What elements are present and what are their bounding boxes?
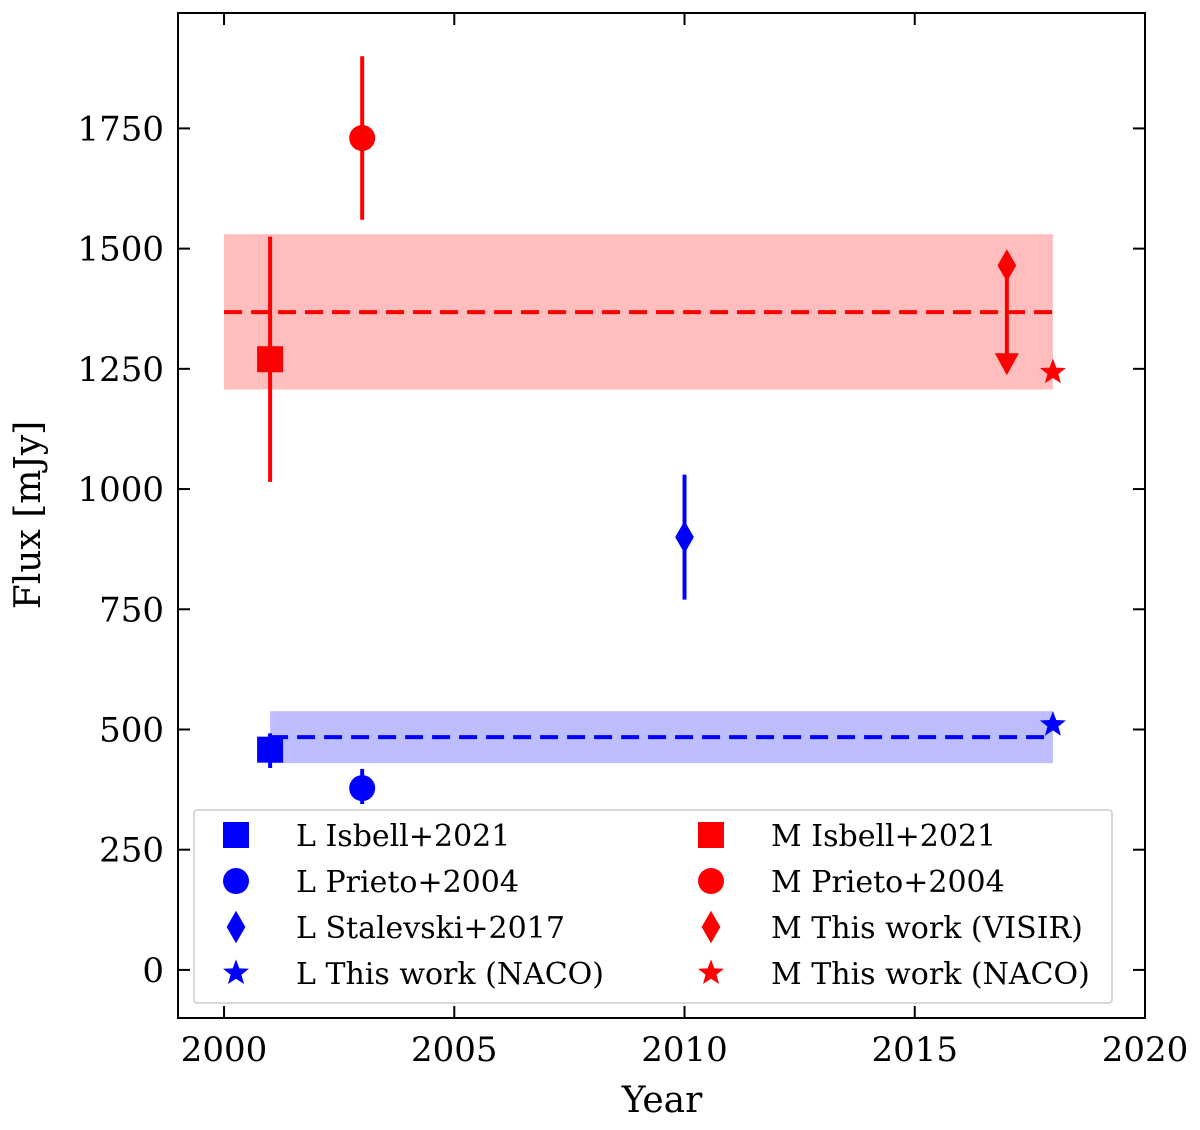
- upper-limit-arrow-m-this-work-visir: [994, 353, 1019, 376]
- legend-label-m-prieto-2004: M Prieto+2004: [771, 865, 1005, 900]
- data-points-layer: [257, 56, 1066, 805]
- legend-label-m-this-work-naco: M This work (NACO): [771, 957, 1090, 992]
- legend-marker-l-this-work-naco: [223, 959, 249, 985]
- point-l-prieto-2004: [349, 775, 376, 802]
- y-tick-label: 250: [99, 831, 164, 871]
- legend-label-l-stalevski-2017: L Stalevski+2017: [296, 911, 565, 946]
- y-tick-label: 750: [99, 590, 164, 630]
- y-tick-label: 1750: [77, 109, 164, 149]
- point-m-this-work-visir: [997, 249, 1017, 282]
- x-tick-label: 2000: [181, 1030, 268, 1070]
- point-m-prieto-2004: [349, 125, 376, 152]
- legend-label-m-this-work-visir: M This work (VISIR): [771, 911, 1083, 946]
- legend-label-l-prieto-2004: L Prieto+2004: [296, 865, 519, 900]
- legend-marker-m-prieto-2004: [698, 868, 724, 894]
- y-tick-label: 0: [142, 951, 164, 991]
- legend-marker-l-prieto-2004: [223, 868, 249, 894]
- y-tick-label: 500: [99, 710, 164, 750]
- legend-marker-l-isbell-2021: [223, 822, 249, 848]
- x-tick-label: 2020: [1102, 1030, 1189, 1070]
- point-l-isbell-2021: [257, 736, 284, 763]
- legend: L Isbell+2021 M Isbell+2021 L Prieto+2004 M…: [193, 809, 1113, 1004]
- legend-label-m-isbell-2021: M Isbell+2021: [771, 819, 996, 854]
- legend-label-l-this-work-naco: L This work (NACO): [296, 957, 604, 992]
- y-tick-label: 1250: [77, 350, 164, 390]
- legend-label-l-isbell-2021: L Isbell+2021: [296, 819, 510, 854]
- x-tick-label: 2010: [641, 1030, 728, 1070]
- x-tick-label: 2005: [411, 1030, 498, 1070]
- y-tick-label: 1000: [77, 470, 164, 510]
- y-axis-label: Flux [mJy]: [8, 421, 49, 609]
- axes-layer: 2000 2005 2010 2015 2020 0 250 500 750 1000 1250 15…: [77, 12, 1189, 1070]
- point-m-isbell-2021: [257, 346, 284, 373]
- point-l-stalevski-2017: [675, 520, 694, 554]
- y-tick-label: 1500: [77, 230, 164, 270]
- point-m-this-work-naco: [1039, 358, 1066, 384]
- x-tick-label: 2015: [871, 1030, 958, 1070]
- legend-box: [193, 809, 1113, 1004]
- legend-marker-m-this-work-visir: [701, 910, 721, 944]
- legend-marker-m-this-work-naco: [698, 959, 724, 985]
- x-axis-label: Year: [621, 1080, 703, 1121]
- point-l-this-work-naco: [1039, 711, 1066, 736]
- legend-marker-m-isbell-2021: [698, 822, 724, 848]
- plot-frame: [177, 12, 1146, 1019]
- legend-marker-l-stalevski-2017: [226, 910, 246, 944]
- bands-layer: [224, 234, 1053, 764]
